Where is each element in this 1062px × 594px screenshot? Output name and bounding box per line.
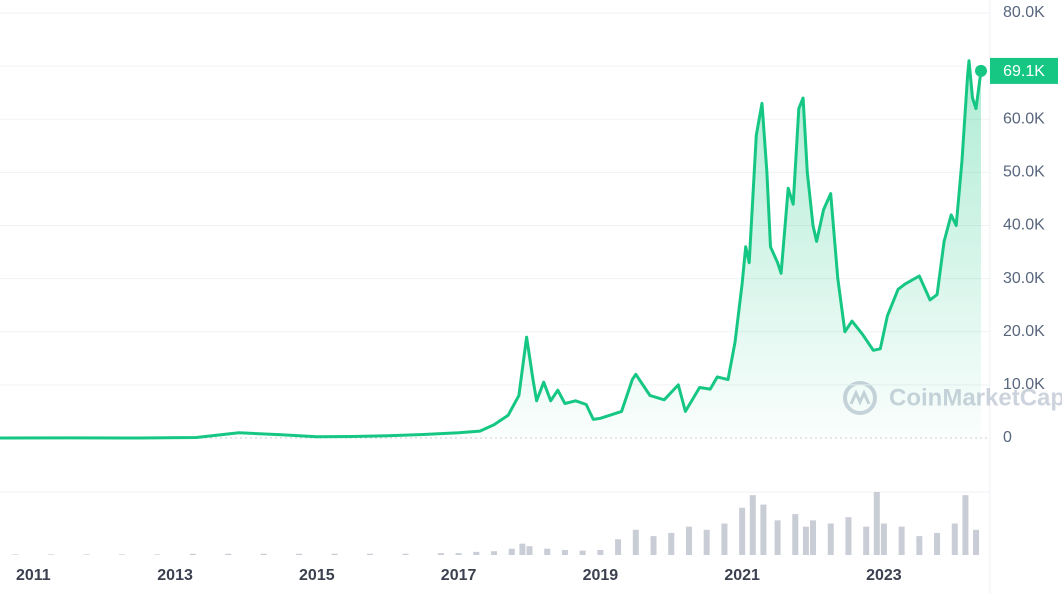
- y-tick-label: 50.0K: [1003, 164, 1045, 181]
- volume-bar: [225, 553, 232, 555]
- volume-bar: [863, 526, 870, 555]
- y-tick-label: 40.0K: [1003, 217, 1045, 234]
- volume-bar: [685, 526, 692, 555]
- volume-bar: [721, 523, 728, 555]
- last-price-badge: [990, 57, 1058, 84]
- volume-bar: [508, 548, 515, 555]
- y-tick-label: 80.0K: [1003, 4, 1045, 21]
- last-price-dot: [975, 64, 987, 77]
- volume-bar: [367, 553, 374, 555]
- volume-bar: [845, 517, 852, 555]
- volume-bar: [873, 492, 880, 555]
- volume-bar: [760, 504, 767, 555]
- y-tick-label: 0: [1003, 429, 1012, 446]
- volume-bar: [402, 553, 409, 555]
- volume-bar: [473, 551, 480, 555]
- volume-bar: [880, 523, 887, 555]
- x-tick-label: 2021: [724, 567, 760, 584]
- volume-bar: [118, 554, 125, 555]
- volume-bar: [491, 551, 498, 555]
- volume-bar: [962, 495, 969, 555]
- y-tick-label: 30.0K: [1003, 270, 1045, 287]
- volume-bar: [810, 520, 817, 555]
- volume-bar: [739, 507, 746, 555]
- volume-bar: [934, 532, 941, 555]
- volume-bar: [774, 520, 781, 555]
- volume-bar: [579, 550, 586, 555]
- volume-bar: [519, 543, 526, 555]
- volume-bar: [437, 553, 444, 555]
- y-tick-label: 60.0K: [1003, 110, 1045, 127]
- volume-bar: [296, 553, 303, 555]
- volume-bar: [951, 523, 958, 555]
- volume-bar: [632, 529, 639, 555]
- volume-bar: [48, 554, 55, 555]
- volume-bar: [650, 536, 657, 555]
- volume-bar: [455, 553, 462, 555]
- volume-bar: [544, 548, 551, 555]
- x-tick-label: 2015: [299, 567, 335, 584]
- volume-bar: [260, 553, 267, 555]
- volume-bar: [827, 523, 834, 555]
- volume-bar: [898, 526, 905, 555]
- last-price-label: 69.1K: [1003, 63, 1045, 80]
- volume-bar: [749, 495, 756, 555]
- x-tick-label: 2019: [583, 567, 619, 584]
- volume-bar: [703, 529, 710, 555]
- x-tick-label: 2013: [157, 567, 193, 584]
- volume-bar: [916, 536, 923, 555]
- volume-bar: [668, 532, 675, 555]
- price-line: [0, 59, 983, 440]
- price-area: [0, 60, 981, 439]
- volume-bar: [331, 553, 338, 555]
- volume-bar: [526, 546, 533, 555]
- volume-bar: [12, 554, 19, 555]
- volume-bar: [802, 526, 809, 555]
- volume-bar: [597, 549, 604, 555]
- volume-bar: [83, 554, 90, 555]
- volume-bar: [615, 539, 622, 555]
- volume-bar: [792, 514, 799, 555]
- volume-bar: [154, 554, 161, 555]
- volume-bar: [561, 549, 568, 555]
- x-tick-label: 2017: [441, 567, 477, 584]
- y-tick-label: 10.0K: [1003, 376, 1045, 393]
- x-tick-label: 2023: [866, 567, 902, 584]
- x-tick-label: 2011: [16, 567, 51, 584]
- y-tick-label: 20.0K: [1003, 323, 1045, 340]
- volume-bar: [189, 553, 196, 555]
- volume-bar: [973, 529, 980, 555]
